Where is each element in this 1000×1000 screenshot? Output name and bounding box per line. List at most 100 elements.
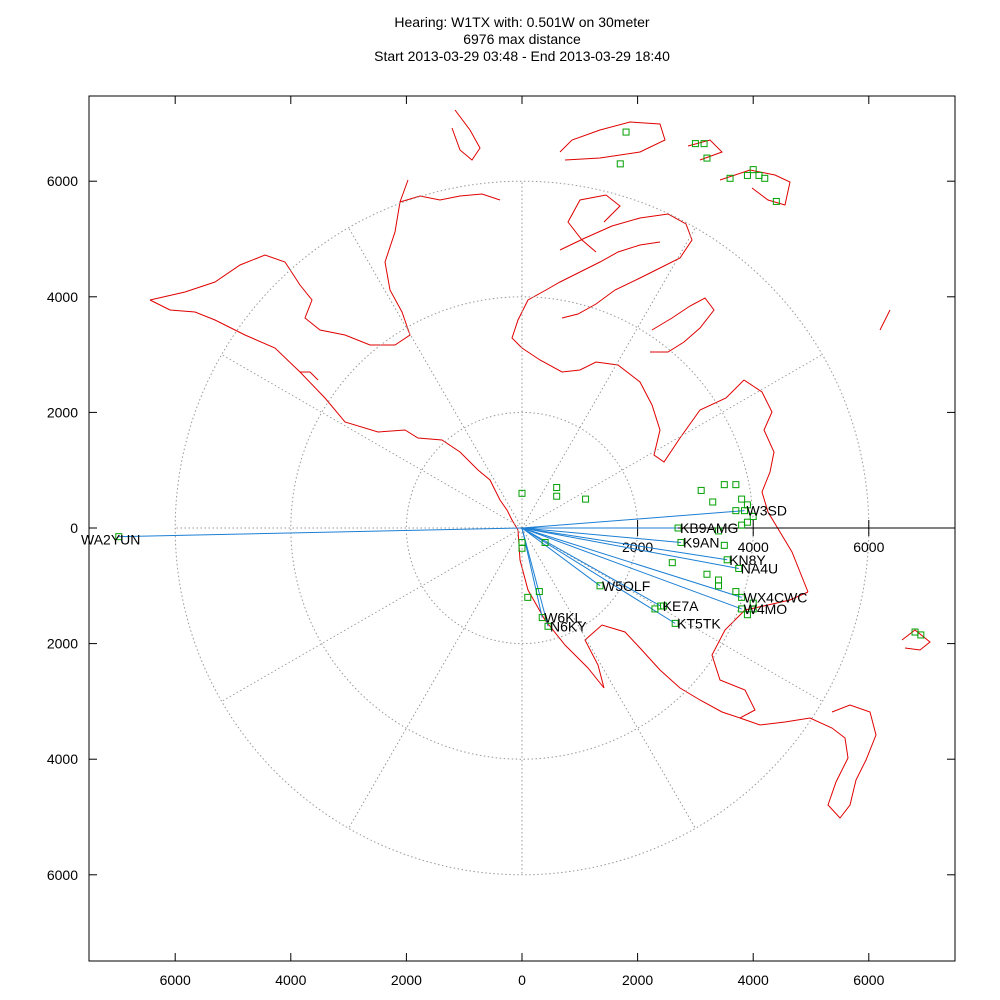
chart-title: Hearing: W1TX with: 0.501W on 30meter: [394, 14, 650, 30]
coastline: [451, 109, 481, 161]
path-wa2yun: [118, 527, 523, 538]
coastline: [300, 371, 319, 381]
label-kb9amg: KB9AMG: [680, 520, 738, 536]
coastline: [517, 529, 809, 719]
label-w4mo: W4MO: [744, 601, 788, 617]
marker-na4u: [735, 564, 743, 572]
radial-spoke: [221, 354, 523, 529]
station-marker: [743, 518, 751, 526]
station-marker: [726, 174, 734, 182]
y-tick-label: 4000: [47, 751, 78, 767]
station-marker: [691, 140, 699, 148]
station-marker: [622, 128, 630, 136]
y-tick-label: 2000: [47, 404, 78, 420]
radial-spoke: [521, 354, 823, 529]
coastline-layer: [149, 109, 931, 819]
station-marker: [518, 544, 526, 552]
station-marker: [709, 498, 717, 506]
station-marker: [582, 495, 590, 503]
path-w4mo: [521, 527, 742, 610]
label-na4u: NA4U: [741, 560, 778, 576]
coastline: [149, 299, 519, 531]
station-markers: [115, 128, 925, 639]
path-w5olf: [521, 527, 601, 587]
marker-kt5tk: [671, 619, 679, 627]
x-tick-label: 6000: [853, 972, 884, 988]
marker-w5olf: [596, 582, 604, 590]
station-marker: [732, 507, 740, 515]
range-axis-label: 6000: [853, 539, 884, 555]
marker-wa2yun: [115, 533, 123, 541]
coastline: [149, 179, 411, 346]
station-marker: [732, 588, 740, 596]
x-tick-label: 2000: [391, 972, 422, 988]
station-marker: [703, 154, 711, 162]
y-tick-label: 2000: [47, 636, 78, 652]
range-axis-label: 2000: [622, 539, 653, 555]
path-kt5tk: [521, 527, 676, 624]
station-marker: [668, 559, 676, 567]
station-marker: [761, 174, 769, 182]
x-tick-label: 4000: [738, 972, 769, 988]
station-marker: [738, 521, 746, 529]
coastline: [511, 241, 745, 463]
y-tick-label: 6000: [47, 173, 78, 189]
range-axis-label: 4000: [738, 539, 769, 555]
coastline: [739, 704, 877, 819]
y-tick-label: 4000: [47, 289, 78, 305]
x-tick-label: 0: [518, 972, 526, 988]
radial-spoke: [521, 227, 696, 529]
station-marker: [524, 593, 532, 601]
station-marker: [518, 489, 526, 497]
station-marker: [749, 605, 757, 613]
marker-kn8y: [723, 556, 731, 564]
station-marker: [743, 611, 751, 619]
station-marker: [535, 588, 543, 596]
station-marker: [720, 541, 728, 549]
station-marker: [720, 481, 728, 489]
axes: 2000 4000 6000 6000 4000 2000 0 2000 4000 6000 600…: [47, 96, 955, 988]
marker-kb9amg: [674, 524, 682, 532]
radial-spoke: [348, 527, 523, 829]
station-marker: [697, 486, 705, 494]
marker-k9an: [677, 538, 685, 546]
marker-w6kl: [538, 614, 546, 622]
station-marker: [743, 171, 751, 179]
station-marker: [743, 501, 751, 509]
radial-spoke: [221, 527, 523, 702]
coastline: [399, 193, 501, 203]
coastline: [901, 629, 931, 651]
chart-date-range: Start 2013-03-29 03:48 - End 2013-03-29 …: [374, 48, 670, 64]
chart-subtitle: 6976 max distance: [463, 31, 581, 47]
label-ke7a: KE7A: [663, 598, 699, 614]
station-marker: [738, 495, 746, 503]
station-marker: [917, 631, 925, 639]
y-tick-label: 0: [70, 520, 78, 536]
coastline: [559, 213, 693, 319]
label-kt5tk: KT5TK: [677, 615, 721, 631]
path-ke7a: [521, 527, 661, 607]
station-labels: WA2YUNW3SDKB9AMGK9ANKN8YNA4UW5OLFWX4CWCW…: [81, 503, 807, 635]
station-marker: [553, 492, 561, 500]
station-marker: [700, 140, 708, 148]
label-w3sd: W3SD: [747, 503, 787, 519]
station-marker: [749, 166, 757, 174]
radial-spoke: [521, 527, 823, 702]
marker-n6ky: [544, 622, 552, 630]
x-tick-label: 6000: [160, 972, 191, 988]
label-k9an: K9AN: [683, 534, 720, 550]
station-marker: [732, 481, 740, 489]
radial-spoke: [521, 527, 696, 829]
station-marker: [553, 484, 561, 492]
station-marker: [703, 570, 711, 578]
label-kn8y: KN8Y: [729, 552, 766, 568]
coastline: [650, 297, 715, 353]
station-marker: [772, 197, 780, 205]
label-w5olf: W5OLF: [602, 578, 650, 594]
marker-wx4cwc: [738, 593, 746, 601]
station-marker: [715, 576, 723, 584]
station-marker: [715, 582, 723, 590]
coastline: [559, 121, 666, 161]
chart-title-block: Hearing: W1TX with: 0.501W on 30meter 69…: [0, 14, 1000, 65]
